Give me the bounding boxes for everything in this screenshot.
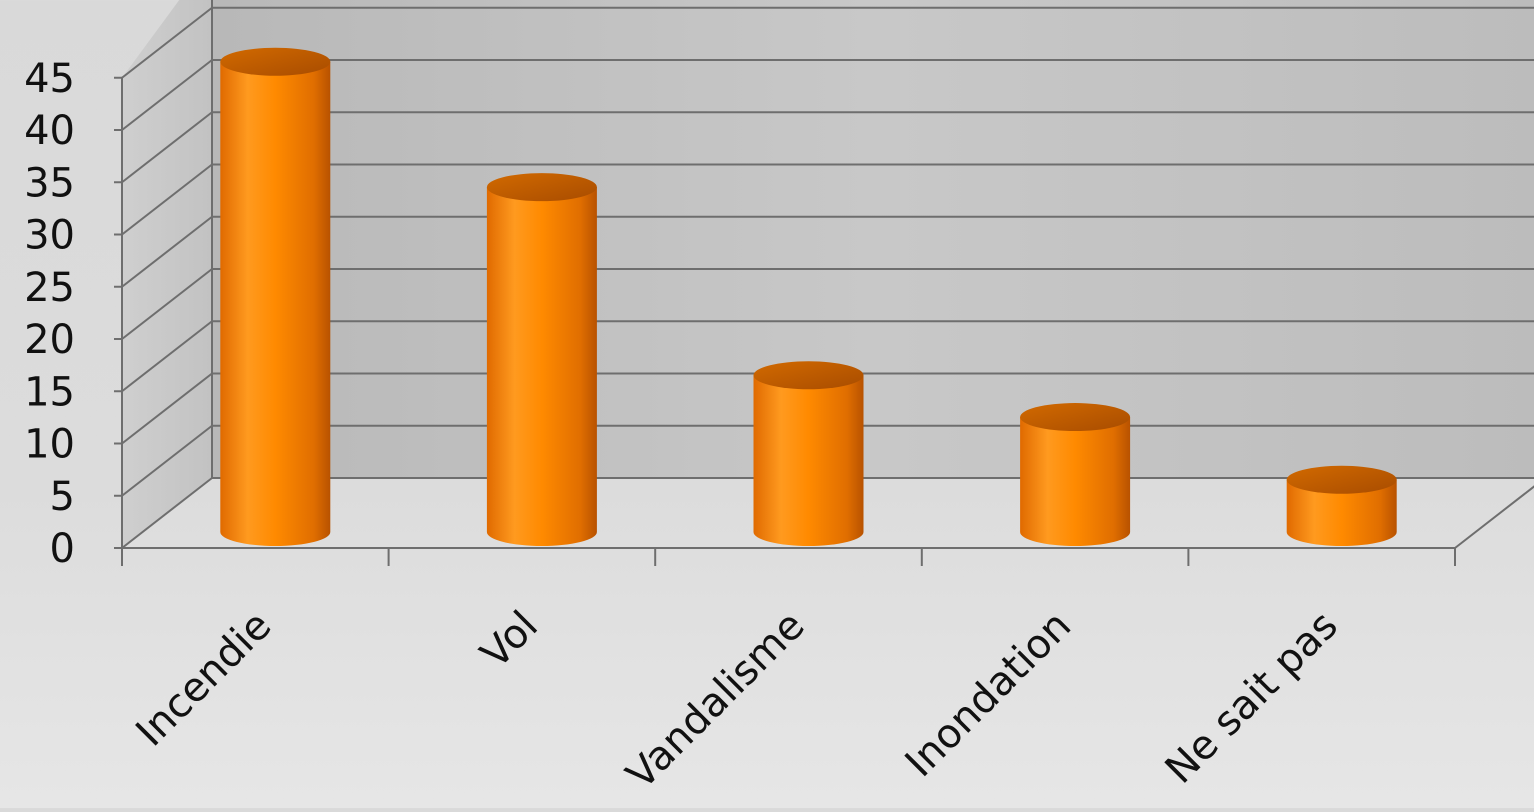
back-wall bbox=[212, 0, 1534, 478]
bars bbox=[220, 47, 1397, 546]
y-tick-label: 45 bbox=[24, 56, 75, 102]
bar-top bbox=[220, 47, 331, 76]
y-tick-label: 10 bbox=[24, 422, 75, 468]
side-wall bbox=[122, 0, 212, 548]
y-tick-label: 25 bbox=[24, 265, 75, 311]
gridline-side bbox=[121, 477, 213, 549]
y-axis-ticks: 0 5 10 15 20 25 30 35 40 45 bbox=[24, 56, 122, 572]
bar-vol bbox=[486, 173, 597, 546]
gridline-side bbox=[121, 163, 213, 236]
gridline-side bbox=[121, 111, 213, 184]
gridline-side bbox=[121, 372, 213, 445]
gridline-side bbox=[121, 59, 213, 131]
bar-vandalisme bbox=[753, 361, 864, 546]
y-tick-label: 0 bbox=[50, 526, 75, 572]
y-tick-label: 5 bbox=[50, 474, 75, 520]
y-tick-label: 30 bbox=[24, 213, 75, 259]
y-tick-label: 15 bbox=[24, 369, 75, 415]
floor-area bbox=[0, 568, 1534, 808]
gridline-side bbox=[121, 268, 213, 340]
x-axis bbox=[121, 548, 1456, 566]
gridline-side bbox=[121, 6, 213, 79]
bar-body bbox=[486, 187, 597, 546]
bar-body bbox=[1020, 417, 1131, 546]
gridline-side bbox=[121, 320, 213, 393]
bar-body bbox=[753, 375, 864, 546]
floor-right-edge bbox=[1454, 485, 1534, 549]
y-tick-label: 20 bbox=[24, 317, 75, 363]
gridline-side bbox=[121, 215, 213, 288]
bar-incendie bbox=[220, 47, 331, 546]
y-tick-label: 40 bbox=[24, 108, 75, 154]
bar-body bbox=[1286, 479, 1397, 546]
bar-top bbox=[753, 361, 864, 390]
gridline-side bbox=[121, 424, 213, 497]
bar-body bbox=[220, 61, 331, 546]
bar-top bbox=[1286, 465, 1397, 494]
bar-ne-sait-pas bbox=[1286, 465, 1397, 546]
bar-inondation bbox=[1020, 403, 1131, 546]
y-tick-label: 35 bbox=[24, 160, 75, 206]
bar-top bbox=[486, 173, 597, 202]
bar-top bbox=[1020, 403, 1131, 432]
